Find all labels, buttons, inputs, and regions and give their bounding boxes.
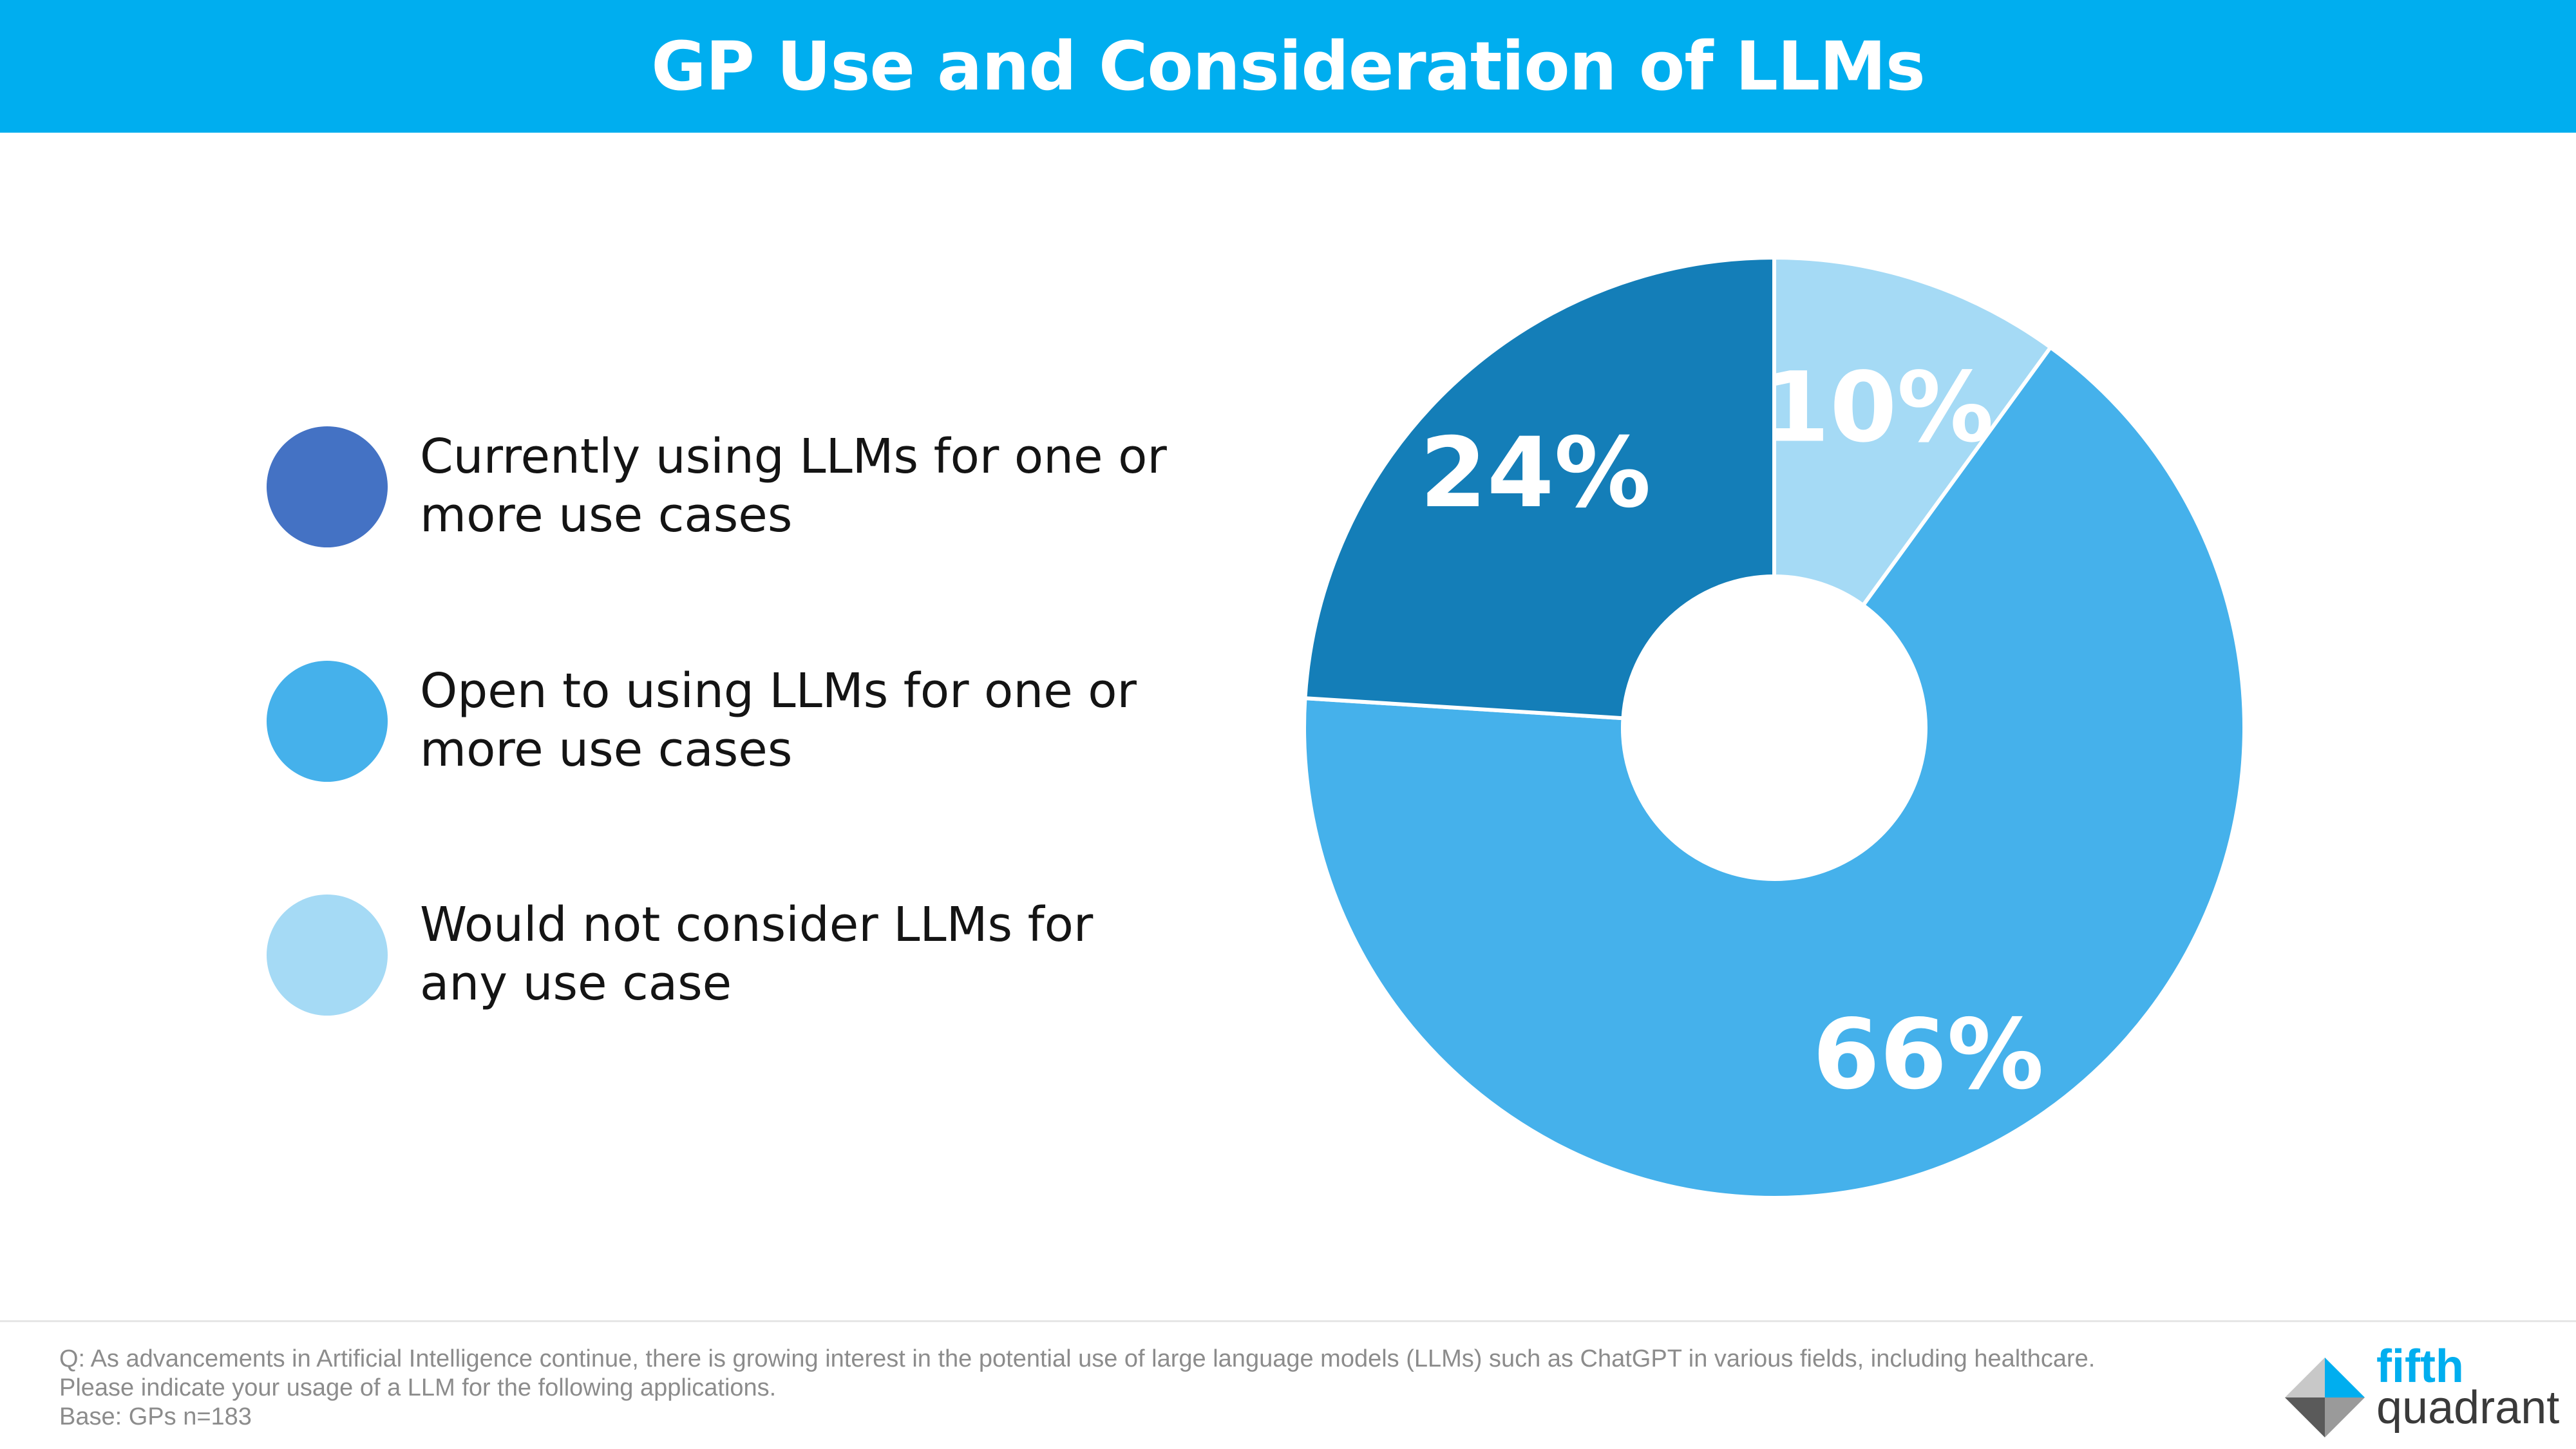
- logo-mark-icon: [2285, 1358, 2365, 1437]
- legend-label-line: any use case: [420, 956, 732, 1011]
- legend-swatch-would-not-consider: [267, 895, 388, 1016]
- legend-item-open-to-using: Open to using LLMs for one or more use c…: [267, 661, 1207, 790]
- chart-title: GP Use and Consideration of LLMs: [651, 27, 1925, 106]
- footnote-question: Q: As advancements in Artificial Intelli…: [59, 1345, 2096, 1372]
- logo-word-fifth: fifth: [2376, 1341, 2464, 1392]
- legend-label-currently-using: Currently using LLMs for one or more use…: [420, 428, 1206, 545]
- slice-label-currently-using: 24%: [1420, 417, 1651, 529]
- legend-swatch-open-to-using: [267, 661, 388, 782]
- slice-label-would-not-consider: 10%: [1763, 352, 1994, 464]
- legend-label-line: more use cases: [420, 722, 793, 777]
- slice-label-open-to-using: 66%: [1813, 999, 2044, 1111]
- footnote: Q: As advancements in Artificial Intelli…: [59, 1345, 2249, 1432]
- footer-divider: [0, 1320, 2576, 1322]
- logo-text: fifth quadrant: [2376, 1341, 2560, 1434]
- donut-slice-currently-using: [1303, 255, 1776, 721]
- logo-word-quadrant: quadrant: [2376, 1382, 2560, 1434]
- legend-label-line: Currently using LLMs for one or: [420, 429, 1167, 484]
- legend-label-line: Would not consider LLMs for: [420, 897, 1094, 952]
- donut-slice-open-to-using: [1302, 345, 2246, 1200]
- legend-item-currently-using: Currently using LLMs for one or more use…: [267, 426, 1207, 555]
- legend-label-line: Open to using LLMs for one or: [420, 663, 1137, 719]
- legend-label-line: more use cases: [420, 488, 793, 543]
- header-bar: GP Use and Consideration of LLMs: [0, 0, 2576, 133]
- fifth-quadrant-logo: fifth quadrant: [2280, 1343, 2559, 1437]
- footnote-base: Base: GPs n=183: [59, 1403, 252, 1430]
- donut-slice-would-not-consider: [1772, 255, 2054, 609]
- legend-swatch-currently-using: [267, 426, 388, 547]
- legend-item-would-not-consider: Would not consider LLMs for any use case: [267, 895, 1207, 1023]
- legend-label-open-to-using: Open to using LLMs for one or more use c…: [420, 662, 1206, 779]
- footnote-question-cont: Please indicate your usage of a LLM for …: [59, 1374, 777, 1401]
- legend-label-would-not-consider: Would not consider LLMs for any use case: [420, 896, 1206, 1013]
